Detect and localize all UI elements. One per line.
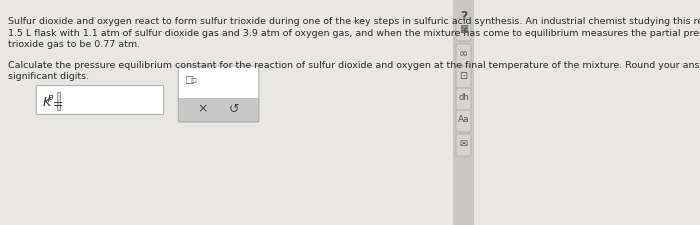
Text: $\mathit{K}$: $\mathit{K}$: [42, 96, 53, 109]
Text: ?: ?: [460, 10, 467, 23]
FancyBboxPatch shape: [456, 66, 471, 88]
Text: trioxide gas to be 0.77 atm.: trioxide gas to be 0.77 atm.: [8, 40, 140, 49]
Text: $\mathit{p}$: $\mathit{p}$: [47, 93, 55, 104]
Text: □: □: [190, 78, 196, 83]
FancyBboxPatch shape: [36, 86, 164, 115]
Text: significant digits.: significant digits.: [8, 72, 90, 81]
FancyBboxPatch shape: [57, 92, 60, 110]
Text: Aa: Aa: [458, 115, 469, 124]
FancyBboxPatch shape: [178, 66, 259, 122]
FancyBboxPatch shape: [178, 99, 258, 122]
Text: ▦: ▦: [459, 24, 468, 34]
Text: ×: ×: [197, 103, 208, 115]
Bar: [453, 0, 475, 225]
Text: ↺: ↺: [229, 103, 239, 115]
Text: Sulfur dioxide and oxygen react to form sulfur trioxide during one of the key st: Sulfur dioxide and oxygen react to form …: [8, 17, 700, 26]
FancyBboxPatch shape: [456, 110, 471, 132]
Text: ∞: ∞: [459, 49, 468, 59]
FancyBboxPatch shape: [456, 134, 471, 156]
Text: dh: dh: [458, 94, 469, 103]
Text: ⊡: ⊡: [459, 71, 468, 81]
FancyBboxPatch shape: [456, 88, 471, 110]
FancyBboxPatch shape: [456, 19, 471, 41]
FancyBboxPatch shape: [456, 44, 471, 66]
Text: Calculate the pressure equilibrium constant for the reaction of sulfur dioxide a: Calculate the pressure equilibrium const…: [8, 61, 700, 70]
Text: □: □: [183, 75, 193, 85]
Text: ✉: ✉: [459, 139, 468, 149]
Text: 1.5 L flask with 1.1 atm of sulfur dioxide gas and 3.9 atm of oxygen gas, and wh: 1.5 L flask with 1.1 atm of sulfur dioxi…: [8, 29, 700, 38]
Text: $=$: $=$: [50, 96, 64, 109]
